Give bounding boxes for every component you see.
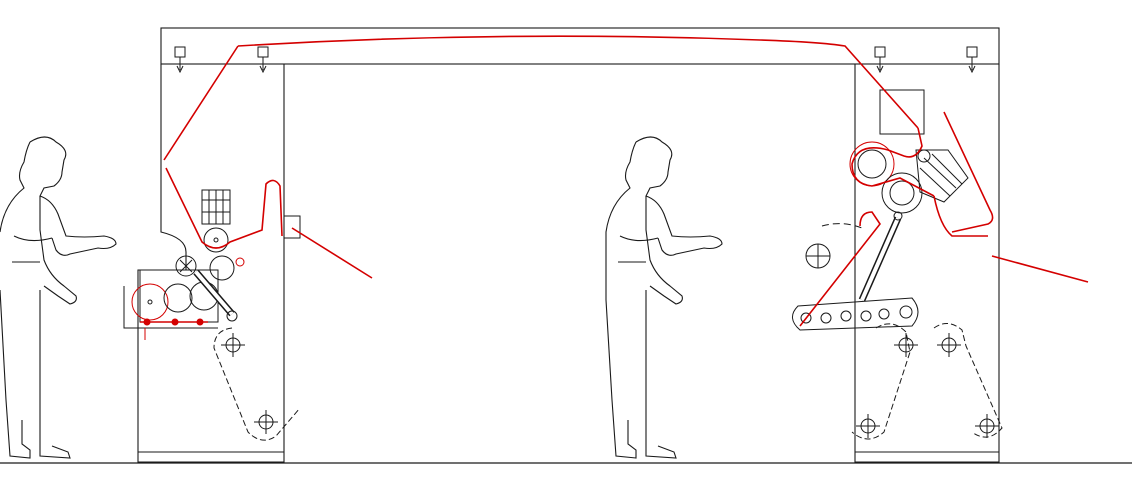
hook-4	[966, 46, 978, 74]
left-reel-arm	[213, 327, 301, 441]
hook-1	[174, 46, 186, 74]
operator-right	[605, 136, 723, 459]
left-guide-box	[283, 215, 301, 239]
right-swing-arm	[792, 297, 919, 331]
right-dancer-head	[915, 149, 969, 203]
left-lower-unit	[139, 269, 219, 323]
left-actuator	[175, 255, 238, 322]
web-path-right-a	[851, 127, 935, 197]
web-path-left-diagonal	[163, 45, 239, 161]
left-column	[137, 64, 285, 463]
swing-arc	[821, 223, 863, 229]
web-path-right-b	[933, 195, 988, 237]
left-tension-head	[201, 189, 245, 281]
hook-3	[874, 46, 886, 74]
web-path-right-c	[943, 111, 994, 233]
operator-left	[0, 136, 117, 459]
right-column	[854, 64, 1000, 463]
web-path-left-to-reel	[291, 227, 373, 279]
beam-hooks	[174, 46, 978, 74]
web-path-right-to-reel	[991, 255, 1089, 283]
web-path-left-down	[165, 167, 283, 249]
web-path-right-center-reel	[799, 211, 881, 327]
right-actuator	[858, 211, 903, 302]
right-station	[792, 89, 1003, 440]
web-path	[163, 35, 1089, 327]
hook-2	[257, 46, 269, 74]
right-rocker-arm-b	[933, 323, 1003, 438]
right-rocker-arm-a	[851, 323, 911, 440]
web-path-top	[237, 35, 919, 129]
machine-frame	[137, 27, 1000, 463]
top-beam	[160, 27, 1000, 65]
right-drive-box	[879, 89, 925, 135]
left-station	[123, 189, 301, 441]
